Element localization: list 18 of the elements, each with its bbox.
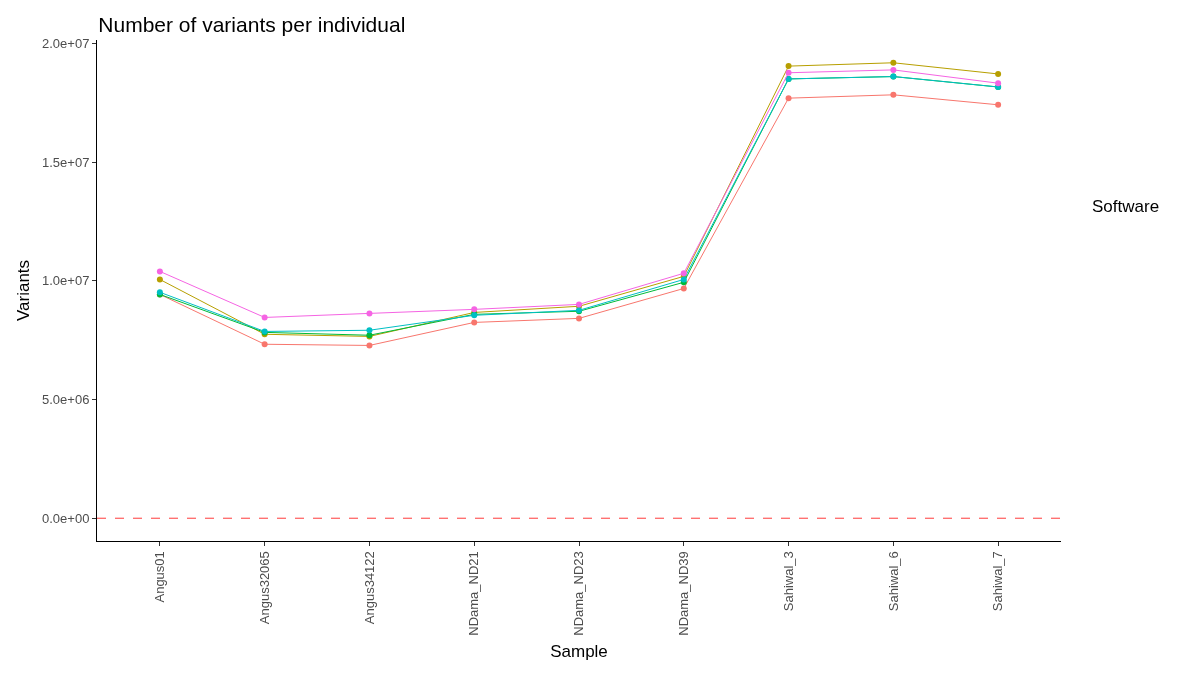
- x-tick-label: NDama_ND21: [466, 551, 482, 636]
- text: Software: [1092, 197, 1160, 216]
- chart-title: Number of variants per individual: [98, 12, 406, 36]
- y-tick-label: 1.5e+07: [42, 154, 90, 170]
- x-tick-label: Sahiwal_3: [780, 551, 796, 612]
- x-tick-label: NDama_ND23: [571, 551, 587, 636]
- y-tick-label: 5.0e+06: [42, 392, 90, 408]
- x-tick-label: Sahiwal_6: [885, 551, 901, 612]
- y-axis-title: Variants: [13, 259, 33, 322]
- x-tick-label: NDama_ND39: [676, 551, 692, 636]
- y-tick-label: 0.0e+00: [42, 510, 90, 526]
- x-tick-label: Angus34122: [361, 551, 377, 625]
- y-tick-label: 1.0e+07: [42, 273, 90, 289]
- x-axis-title: Sample: [550, 642, 608, 662]
- x-tick-label: Sahiwal_7: [990, 551, 1006, 612]
- x-tick-label: Angus32065: [256, 551, 272, 625]
- x-tick-label: Angus01: [152, 551, 168, 603]
- y-tick-label: 2.0e+07: [42, 36, 90, 52]
